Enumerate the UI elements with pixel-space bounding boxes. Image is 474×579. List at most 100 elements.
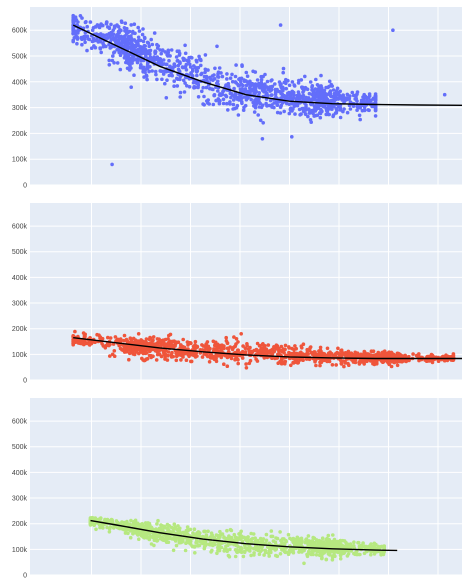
data-point <box>317 87 322 92</box>
data-point <box>92 523 96 527</box>
data-point <box>307 543 311 547</box>
data-point <box>183 548 188 553</box>
y-tick-label: 400k <box>12 79 28 86</box>
data-point <box>106 335 110 340</box>
data-point <box>292 93 296 97</box>
data-point <box>334 363 339 367</box>
data-point <box>182 345 187 350</box>
data-point <box>331 533 335 537</box>
data-point <box>101 41 105 46</box>
data-point <box>291 550 296 555</box>
data-point <box>182 352 187 356</box>
data-point <box>110 518 114 522</box>
data-point <box>107 58 111 63</box>
data-point <box>172 79 176 83</box>
data-point <box>283 343 288 348</box>
data-point <box>206 344 211 349</box>
data-point <box>336 542 341 547</box>
data-point <box>228 547 232 552</box>
data-point <box>103 346 108 350</box>
data-point <box>230 72 234 77</box>
data-point <box>187 352 192 357</box>
data-point <box>339 362 344 366</box>
data-point <box>195 73 199 78</box>
data-point <box>140 32 145 37</box>
data-point <box>128 58 132 63</box>
data-point <box>169 355 174 359</box>
data-point <box>292 104 297 109</box>
data-point <box>166 341 170 346</box>
data-point <box>396 351 401 356</box>
data-point <box>213 66 217 71</box>
data-point <box>178 90 183 95</box>
data-point <box>312 114 317 118</box>
data-point <box>144 337 149 341</box>
data-point <box>319 107 323 112</box>
data-point <box>242 78 246 82</box>
data-point <box>204 533 209 537</box>
data-point <box>98 46 103 51</box>
data-point <box>304 95 309 100</box>
data-point <box>334 539 339 544</box>
data-point <box>155 522 159 526</box>
data-point <box>136 35 141 40</box>
data-point <box>358 358 363 362</box>
data-point <box>252 110 257 114</box>
data-point <box>217 66 222 70</box>
data-point <box>137 29 142 33</box>
data-point <box>353 97 358 101</box>
data-point <box>273 546 278 550</box>
data-point <box>362 349 367 354</box>
chart-panel-3: 0 100k 200k 300k 400k 500k 600k <box>12 398 462 579</box>
data-point <box>302 561 306 566</box>
data-point <box>364 545 368 549</box>
data-point <box>141 70 145 74</box>
data-point <box>390 351 394 355</box>
data-point <box>174 351 178 356</box>
data-point <box>104 44 108 49</box>
data-point <box>308 80 313 84</box>
data-point <box>357 362 362 366</box>
data-point <box>153 50 158 54</box>
data-point <box>88 20 93 24</box>
data-point <box>297 550 301 554</box>
data-point <box>258 101 263 106</box>
data-point <box>169 530 174 535</box>
data-point <box>204 85 209 90</box>
data-point <box>194 58 199 63</box>
data-point <box>249 97 253 102</box>
data-point <box>147 341 152 346</box>
data-point <box>152 543 156 548</box>
data-point <box>152 536 157 540</box>
data-point <box>373 107 378 112</box>
data-point <box>179 358 183 362</box>
data-point <box>295 535 300 540</box>
data-point <box>290 537 295 541</box>
data-point <box>244 70 249 75</box>
data-point <box>255 341 260 346</box>
data-point <box>123 21 128 26</box>
data-point <box>118 346 123 351</box>
data-point <box>116 34 120 38</box>
y-tick-label: 200k <box>12 131 28 138</box>
data-point <box>209 541 213 546</box>
data-point <box>326 351 331 356</box>
data-point <box>179 353 184 358</box>
data-point <box>99 22 103 26</box>
data-point <box>188 527 193 532</box>
data-point <box>342 551 346 555</box>
data-point <box>357 113 362 118</box>
data-point <box>137 537 141 541</box>
data-point <box>183 51 188 56</box>
data-point <box>140 340 144 345</box>
data-point <box>302 88 306 92</box>
data-point <box>97 33 102 37</box>
data-point <box>171 548 176 553</box>
data-point <box>258 118 263 123</box>
data-point <box>228 76 233 80</box>
data-point <box>283 361 287 366</box>
data-point <box>241 83 245 88</box>
data-point <box>324 95 328 100</box>
data-point <box>263 351 268 356</box>
y-tick-label: 600k <box>12 28 28 35</box>
